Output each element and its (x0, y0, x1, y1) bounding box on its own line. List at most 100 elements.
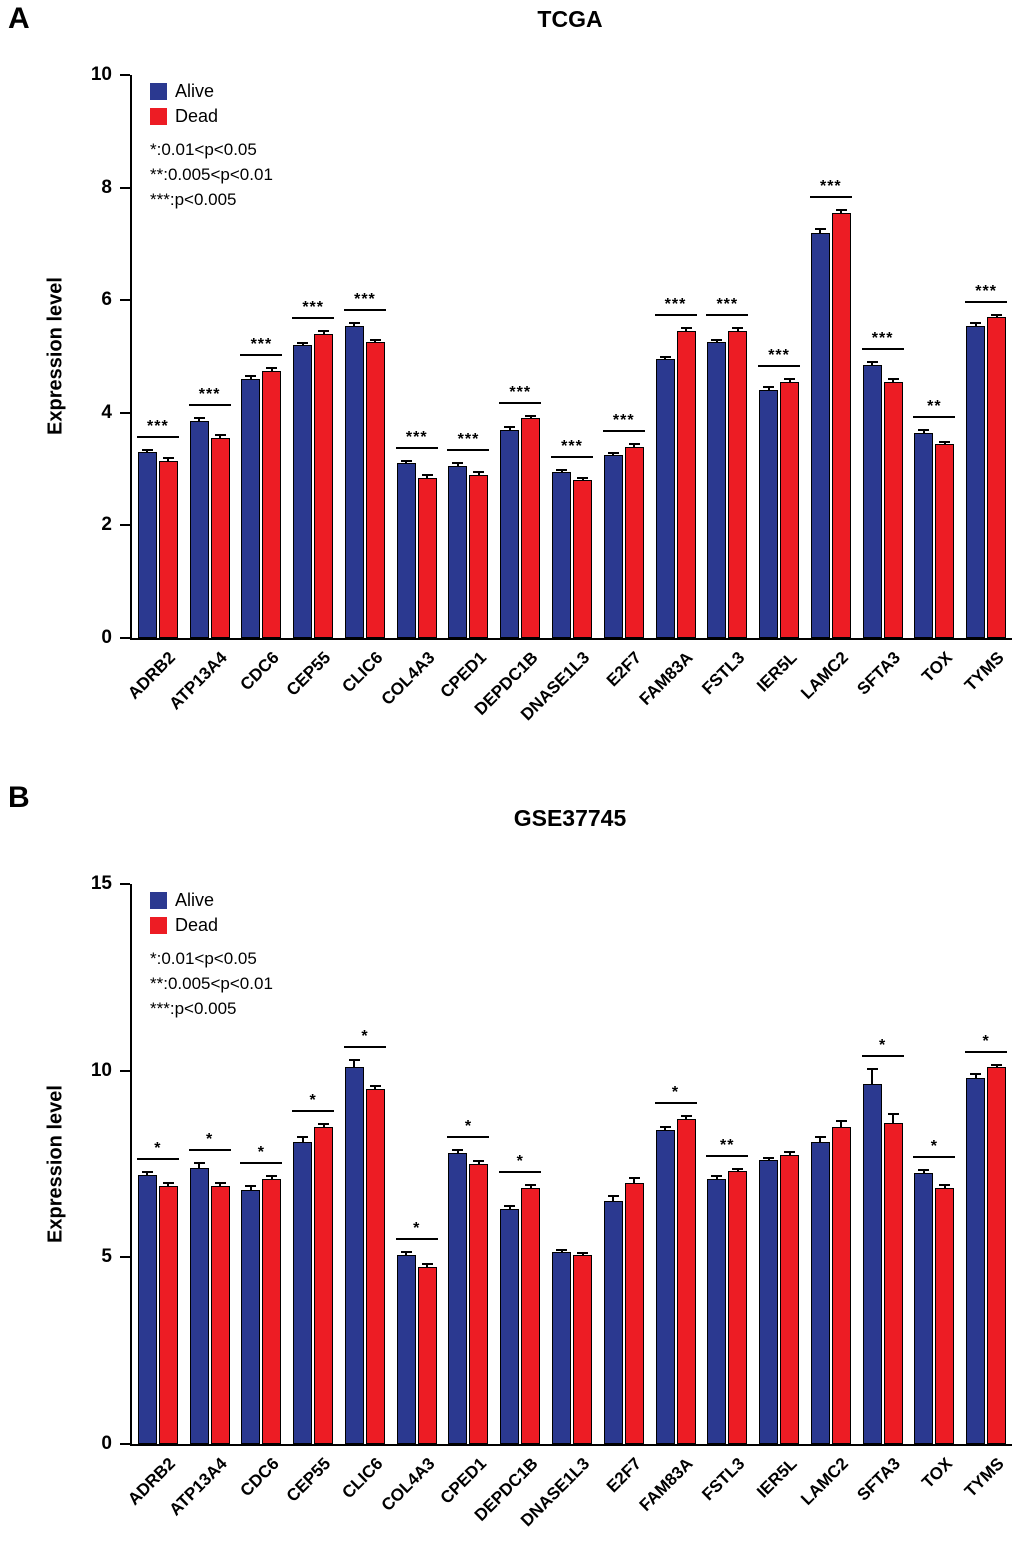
error-bar-stem (374, 339, 377, 343)
alive-label: Alive (175, 890, 215, 910)
error-bar-stem (633, 1178, 636, 1183)
legend-item-dead: Dead (150, 913, 273, 938)
error-bar-stem (270, 1175, 273, 1179)
bar-dead-tox (935, 443, 955, 638)
error-bar-stem (736, 1168, 739, 1172)
significance-line (499, 401, 542, 404)
significance-stars: *** (509, 383, 532, 401)
y-tick-mark (120, 883, 130, 885)
significance-stars: *** (354, 290, 376, 308)
error-bar-stem (685, 327, 688, 332)
error-bar-stem (353, 322, 356, 326)
significance-stars: *** (612, 412, 635, 430)
significance-stars: *** (405, 429, 428, 447)
error-bar-cap (991, 313, 1003, 316)
y-tick-mark (120, 74, 130, 76)
error-bar-cap (193, 417, 205, 420)
bar-alive-sfta3 (862, 1083, 882, 1444)
error-bar-stem (167, 458, 170, 461)
error-bar-cap (504, 1204, 516, 1207)
legend-item-alive: Alive (150, 888, 273, 913)
bar-dead-ier5l (780, 1154, 800, 1444)
significance-line (861, 348, 904, 351)
error-bar-cap (400, 460, 412, 463)
significance-line (809, 196, 852, 199)
error-bar-stem (892, 379, 895, 382)
error-bar-cap (452, 1148, 464, 1151)
error-bar-stem (301, 343, 304, 346)
error-bar-cap (297, 1136, 309, 1139)
x-category-label: IER5L (752, 648, 801, 696)
error-bar-stem (529, 1184, 532, 1189)
x-category-label: SFTA3 (853, 648, 905, 699)
error-bar-cap (421, 1263, 433, 1266)
error-bar-cap (814, 1136, 826, 1139)
error-bar-cap (607, 1194, 619, 1197)
bar-alive-atp13a4 (189, 1167, 209, 1444)
error-bar-stem (581, 478, 584, 481)
significance-line (395, 1238, 438, 1241)
x-category-label: COL4A3 (377, 1454, 439, 1515)
bar-dead-dnase1l3 (573, 1255, 592, 1444)
significance-stars: * (206, 1131, 214, 1149)
significance-line (654, 1102, 697, 1105)
x-category-label: FSTL3 (698, 648, 749, 699)
error-bar-stem (322, 1123, 325, 1127)
significance-stars: * (516, 1152, 524, 1170)
significance-stars: *** (664, 295, 687, 313)
bar-alive-ier5l (759, 1160, 779, 1444)
bar-dead-dnase1l3 (573, 480, 592, 638)
error-bar-cap (887, 378, 899, 381)
bar-alive-tox (914, 1173, 934, 1444)
bar-alive-tox (914, 432, 934, 638)
significance-line (240, 353, 283, 356)
error-bar-stem (871, 1068, 874, 1084)
significance-stars: *** (768, 347, 790, 365)
bar-alive-lamc2 (810, 1141, 830, 1444)
error-bar-stem (974, 323, 977, 326)
error-bar-cap (680, 1115, 692, 1118)
y-tick-label: 10 (90, 1059, 112, 1081)
y-tick-label: 8 (101, 176, 112, 198)
significance-stars: * (413, 1220, 421, 1238)
bar-alive-cped1 (448, 466, 468, 638)
error-bar-cap (711, 1175, 723, 1178)
significance-stars: *** (250, 335, 273, 353)
error-bar-stem (922, 430, 925, 433)
error-bar-cap (939, 440, 951, 443)
error-bar-cap (939, 1184, 951, 1187)
error-bar-stem (715, 1176, 718, 1179)
bar-dead-lamc2 (831, 1126, 851, 1444)
error-bar-cap (245, 375, 257, 378)
bar-alive-fstl3 (707, 342, 727, 638)
error-bar-stem (219, 1182, 222, 1187)
error-bar-cap (556, 468, 567, 471)
error-bar-stem (167, 1183, 170, 1187)
error-bar-cap (866, 1067, 878, 1070)
error-bar-stem (456, 463, 459, 467)
panel-b-y-axis-title: Expression level (44, 1085, 67, 1243)
y-tick-label: 2 (101, 514, 112, 536)
error-bar-cap (866, 361, 878, 364)
bar-dead-cped1 (469, 1164, 489, 1444)
bar-alive-cep55 (293, 345, 313, 638)
panel-b-label: B (8, 781, 30, 814)
significance-stars: *** (716, 296, 739, 314)
significance-line (654, 313, 697, 316)
error-bar-cap (162, 457, 174, 460)
error-bar-stem (270, 367, 273, 371)
y-tick-mark (120, 299, 130, 302)
x-category-label: COL4A3 (377, 648, 439, 709)
sig-note-2: **:0.005<p<0.01 (150, 974, 273, 993)
error-bar-stem (426, 1264, 429, 1267)
x-category-label: TYMS (960, 1454, 1008, 1501)
error-bar-cap (525, 414, 537, 417)
bar-dead-clic6 (365, 1089, 385, 1444)
bar-dead-cdc6 (262, 370, 282, 638)
x-category-label: TOX (917, 648, 956, 686)
bar-alive-dnase1l3 (552, 1251, 571, 1444)
bar-alive-cep55 (293, 1141, 313, 1444)
significance-stars: * (930, 1137, 938, 1155)
significance-stars: * (982, 1032, 990, 1050)
